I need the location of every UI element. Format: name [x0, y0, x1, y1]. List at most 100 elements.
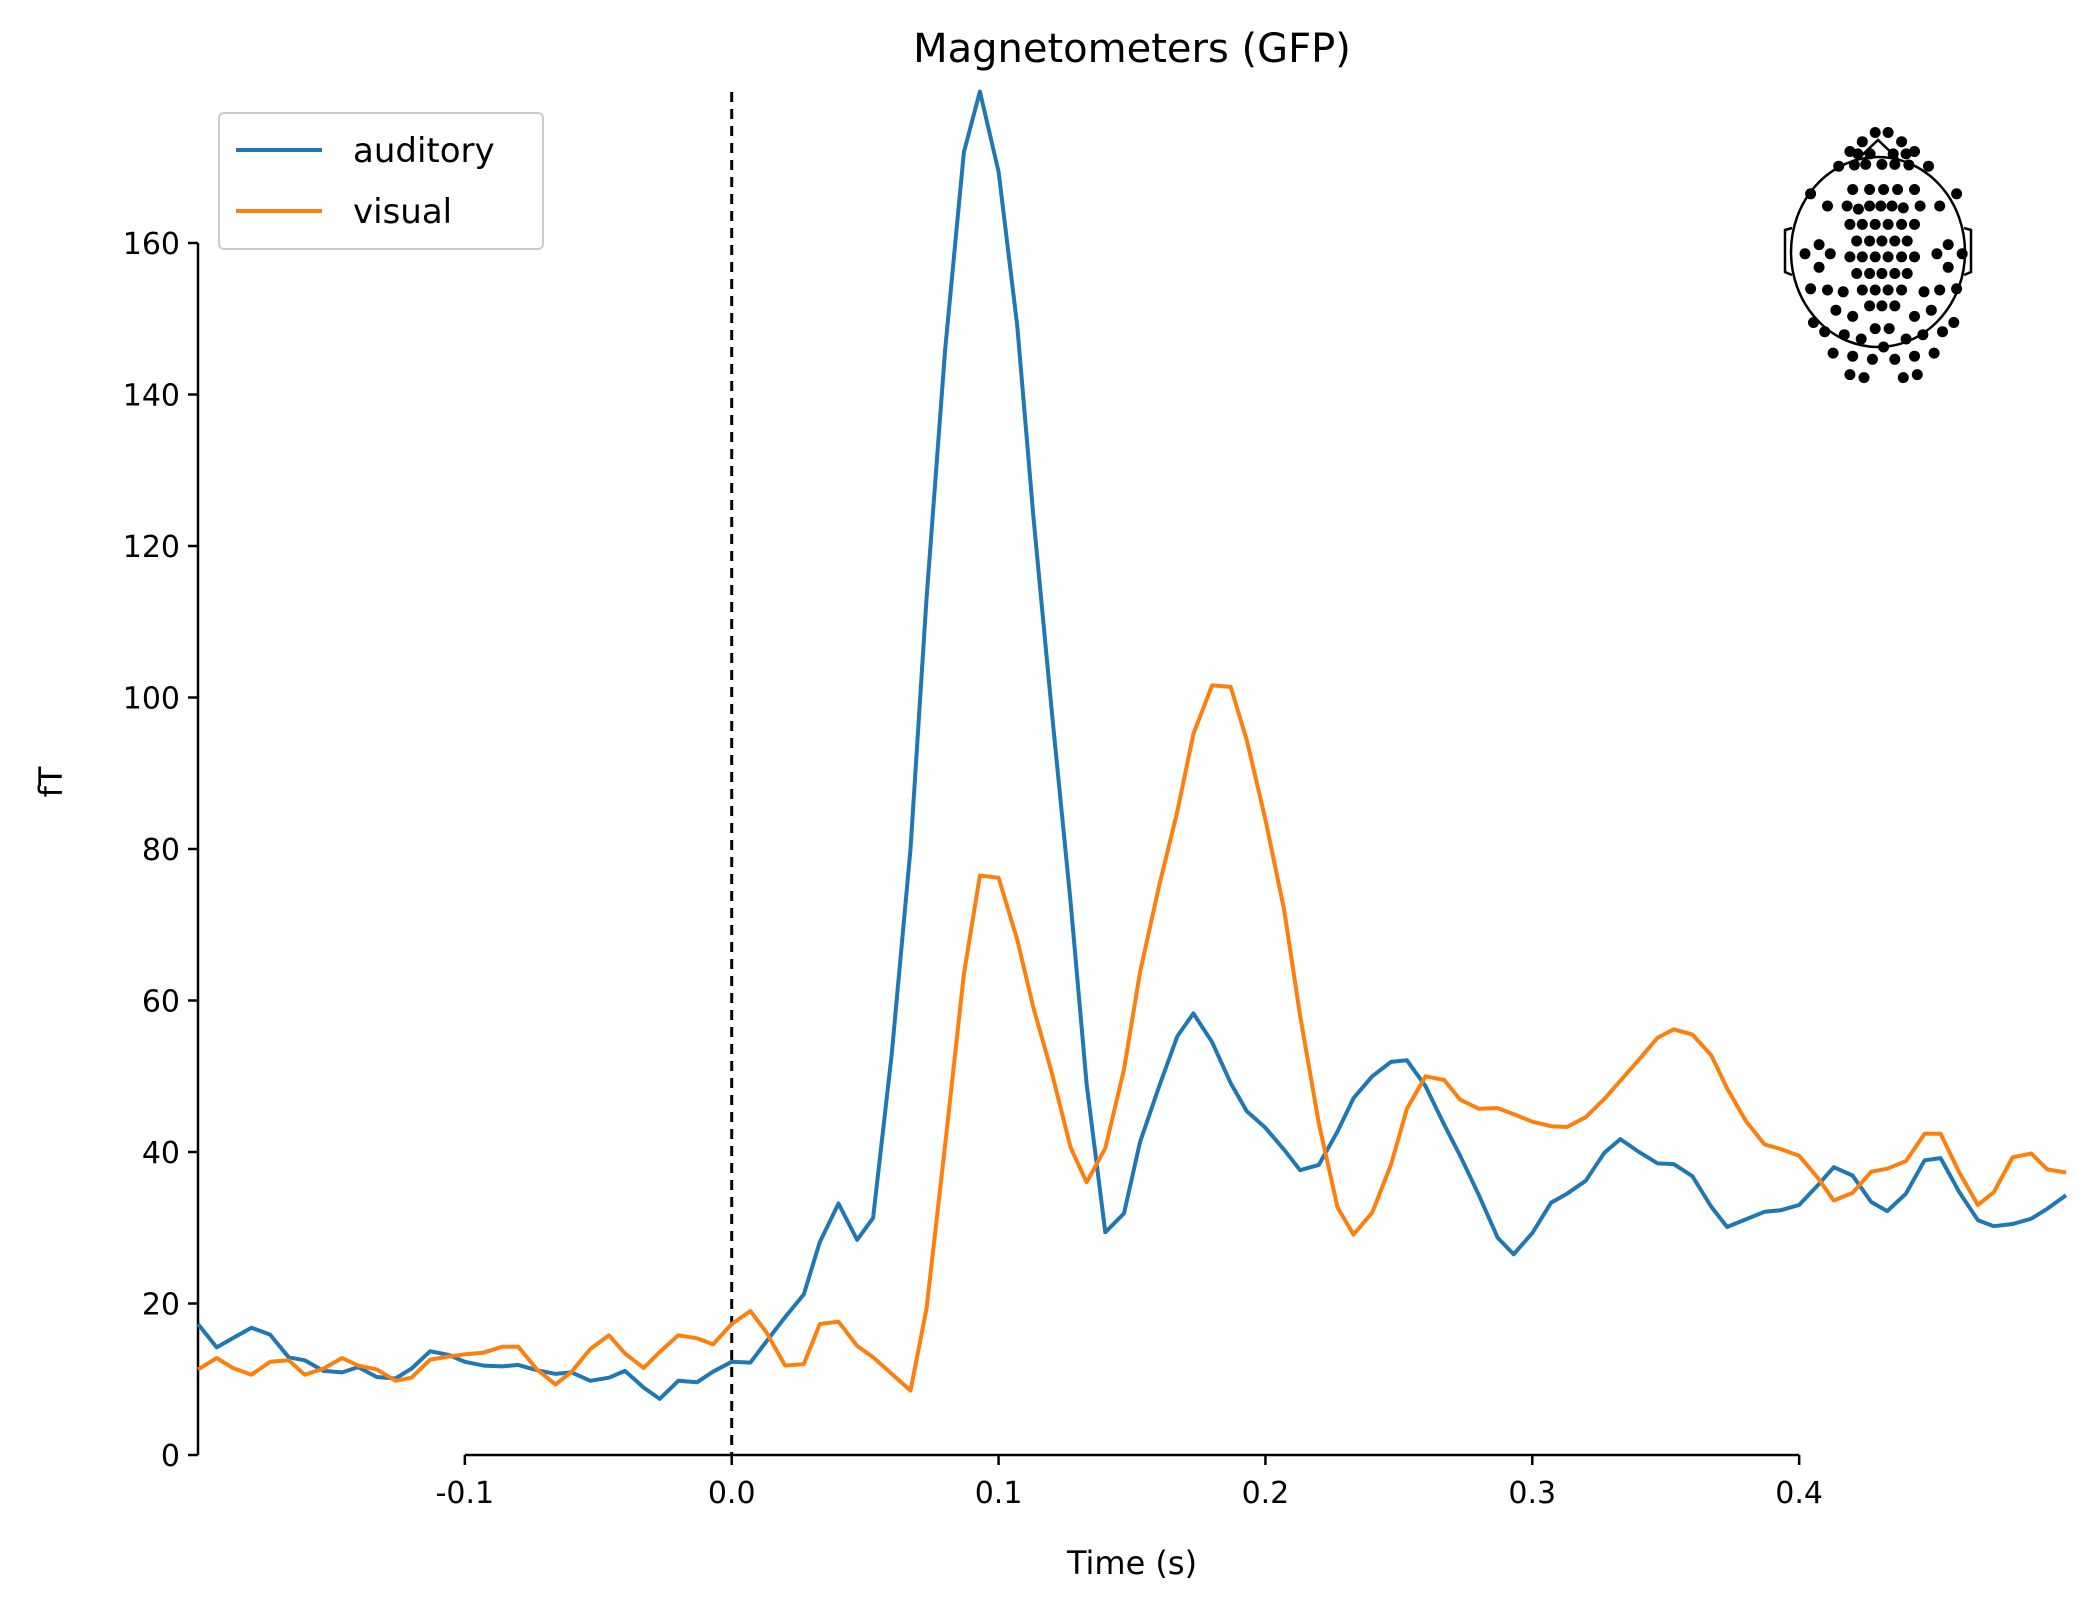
- x-tick-label: -0.1: [436, 1476, 495, 1511]
- sensor-dot: [1882, 284, 1894, 296]
- sensor-dots: [1799, 127, 1968, 384]
- sensor-dot: [1855, 333, 1867, 345]
- y-axis: 0 20 40 60 80 100 120 140 160: [123, 227, 200, 1474]
- sensor-dot: [1875, 200, 1887, 212]
- sensor-dot: [1928, 347, 1940, 359]
- sensor-dot: [1897, 372, 1909, 384]
- x-tick-label: 0.1: [975, 1476, 1023, 1511]
- sensor-dot: [1851, 268, 1863, 279]
- sensor-dot: [1864, 300, 1876, 312]
- sensor-dot: [1889, 300, 1901, 312]
- sensor-dot: [1914, 200, 1926, 212]
- sensor-dot: [1901, 268, 1913, 279]
- sensor-dot: [1878, 184, 1890, 195]
- sensor-dot: [1876, 300, 1888, 312]
- sensor-dot: [1856, 251, 1868, 263]
- legend-label-auditory: auditory: [353, 131, 495, 171]
- sensor-dot: [1882, 251, 1894, 263]
- chart-title: Magnetometers (GFP): [913, 26, 1351, 72]
- sensor-dot: [1951, 283, 1963, 295]
- right-ear-outline: [1963, 226, 1973, 277]
- sensor-dot: [1844, 218, 1856, 230]
- sensor-dot: [1822, 284, 1833, 296]
- y-tick-label: 160: [123, 227, 180, 262]
- x-axis-title: Time (s): [1066, 1544, 1197, 1582]
- sensor-dot: [1856, 284, 1868, 296]
- sensor-dot: [1942, 239, 1954, 251]
- sensor-dot: [1878, 341, 1890, 353]
- sensor-dot: [1909, 310, 1920, 322]
- sensor-dot: [1864, 184, 1876, 195]
- sensor-layout-inset: [1783, 127, 1973, 384]
- sensor-dot: [1900, 148, 1912, 160]
- sensor-dot: [1876, 268, 1888, 279]
- sensor-dot: [1830, 304, 1842, 316]
- x-axis: -0.1 0.0 0.1 0.2 0.3 0.4: [436, 1453, 1823, 1511]
- sensor-dot: [1808, 317, 1819, 328]
- sensor-dot: [1837, 286, 1849, 298]
- legend: auditory visual: [218, 112, 544, 250]
- series-line-auditory: [196, 89, 2068, 1401]
- sensor-dot: [1860, 158, 1872, 170]
- x-tick-label: 0.0: [708, 1476, 756, 1511]
- sensor-dot: [1909, 251, 1920, 263]
- sensor-dot: [1886, 200, 1898, 212]
- sensor-dot: [1892, 184, 1904, 195]
- sensor-dot: [1934, 284, 1946, 296]
- x-tick-label: 0.4: [1775, 1476, 1823, 1511]
- sensor-dot: [1819, 326, 1831, 338]
- sensor-dot: [1887, 148, 1899, 160]
- sensor-dot: [1923, 160, 1934, 172]
- sensor-dot: [1851, 235, 1863, 247]
- y-axis-title: fT: [32, 766, 70, 797]
- y-tick-label: 20: [142, 1288, 180, 1323]
- series-line-visual: [196, 683, 2067, 1393]
- sensor-dot: [1844, 251, 1856, 263]
- sensor-dot: [1833, 160, 1845, 172]
- sensor-dot: [1889, 235, 1901, 247]
- sensor-dot: [1901, 235, 1913, 247]
- x-tick-label: 0.2: [1242, 1476, 1290, 1511]
- sensor-dot: [1852, 203, 1864, 215]
- sensor-dot: [1876, 158, 1888, 170]
- left-ear-outline: [1783, 226, 1793, 277]
- sensor-dot: [1897, 202, 1909, 214]
- sensor-dot: [1931, 248, 1943, 260]
- sensor-dot: [1799, 248, 1811, 260]
- sensor-dot: [1813, 239, 1825, 251]
- sensor-dot: [1882, 218, 1894, 230]
- sensor-dot: [1896, 136, 1908, 148]
- sensor-dot: [1889, 158, 1901, 170]
- sensor-dot: [1869, 284, 1881, 296]
- sensor-dot: [1909, 146, 1920, 157]
- sensor-dot: [1864, 148, 1876, 160]
- sensor-dot: [1909, 218, 1920, 230]
- sensor-dot: [1889, 268, 1901, 279]
- series-lines: [196, 89, 2068, 1401]
- sensor-dot: [1934, 200, 1946, 212]
- sensor-dot: [1918, 286, 1930, 298]
- sensor-dot: [1889, 353, 1901, 365]
- y-tick-label: 120: [123, 530, 180, 565]
- sensor-dot: [1876, 235, 1888, 247]
- sensor-dot: [1925, 304, 1937, 316]
- sensor-dot: [1864, 200, 1876, 212]
- sensor-dot: [1869, 218, 1881, 230]
- sensor-dot: [1896, 218, 1908, 230]
- sensor-dot: [1864, 235, 1876, 247]
- sensor-dot: [1838, 329, 1850, 341]
- sensor-dot: [1917, 329, 1929, 341]
- y-tick-label: 80: [142, 833, 180, 868]
- y-tick-label: 0: [161, 1439, 180, 1474]
- sensor-dot: [1847, 310, 1859, 322]
- sensor-dot: [1937, 326, 1948, 338]
- sensor-dot: [1856, 218, 1868, 230]
- sensor-dot: [1856, 136, 1868, 148]
- y-tick-label: 140: [123, 379, 180, 414]
- sensor-dot: [1869, 251, 1881, 263]
- sensor-dot: [1822, 200, 1833, 212]
- sensor-dot: [1813, 261, 1825, 273]
- sensor-dot: [1882, 127, 1894, 138]
- sensor-dot: [1883, 323, 1895, 335]
